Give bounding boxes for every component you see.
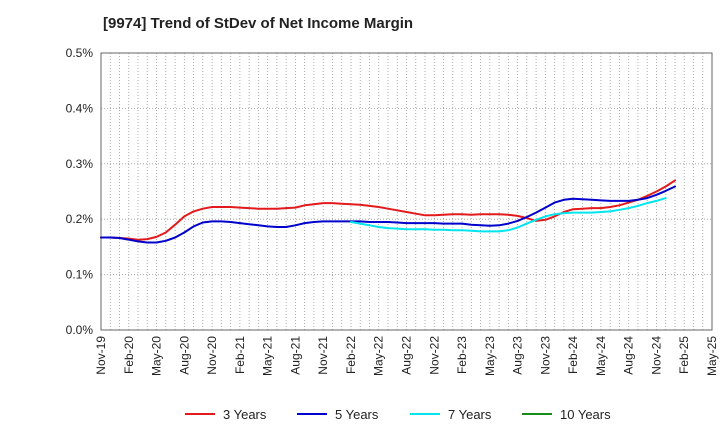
x-tick-label: Feb-22 bbox=[344, 336, 358, 374]
x-tick-label: Nov-21 bbox=[316, 336, 330, 375]
legend-label: 5 Years bbox=[335, 407, 379, 422]
x-tick-label: Nov-22 bbox=[427, 336, 441, 375]
x-tick-label: Aug-20 bbox=[177, 336, 191, 375]
x-tick-label: May-21 bbox=[261, 336, 275, 376]
x-tick-label: Aug-21 bbox=[288, 336, 302, 375]
x-tick-label: Nov-20 bbox=[205, 336, 219, 375]
chart-title: [9974] Trend of StDev of Net Income Marg… bbox=[103, 15, 414, 32]
x-tick-label: May-25 bbox=[705, 336, 719, 376]
x-tick-label: Feb-25 bbox=[677, 336, 691, 374]
legend-label: 7 Years bbox=[448, 407, 492, 422]
x-tick-label: Nov-23 bbox=[538, 336, 552, 375]
legend-label: 10 Years bbox=[560, 407, 611, 422]
y-tick-label: 0.2% bbox=[66, 212, 94, 226]
x-tick-label: Feb-23 bbox=[455, 336, 469, 374]
x-tick-label: May-24 bbox=[594, 336, 608, 376]
x-tick-label: Feb-21 bbox=[233, 336, 247, 374]
x-tick-label: Aug-22 bbox=[400, 336, 414, 375]
y-tick-label: 0.1% bbox=[66, 268, 94, 282]
x-tick-label: May-20 bbox=[150, 336, 164, 376]
x-tick-label: Feb-20 bbox=[122, 336, 136, 374]
x-tick-label: Aug-24 bbox=[622, 336, 636, 375]
x-tick-label: May-23 bbox=[483, 336, 497, 376]
x-tick-label: Aug-23 bbox=[511, 336, 525, 375]
y-tick-label: 0.3% bbox=[66, 157, 94, 171]
y-tick-label: 0.5% bbox=[66, 46, 94, 60]
x-tick-label: Nov-24 bbox=[649, 336, 663, 375]
y-tick-label: 0.4% bbox=[66, 101, 94, 115]
plot-border bbox=[100, 52, 713, 331]
series-line-3-years bbox=[100, 179, 676, 241]
legend-label: 3 Years bbox=[223, 407, 267, 422]
x-tick-label: Nov-19 bbox=[94, 336, 108, 375]
series-line-5-years bbox=[100, 185, 676, 244]
y-tick-label: 0.0% bbox=[66, 323, 94, 337]
series-line-7-years bbox=[350, 197, 667, 233]
x-tick-label: Feb-24 bbox=[566, 336, 580, 374]
x-tick-label: May-22 bbox=[372, 336, 386, 376]
